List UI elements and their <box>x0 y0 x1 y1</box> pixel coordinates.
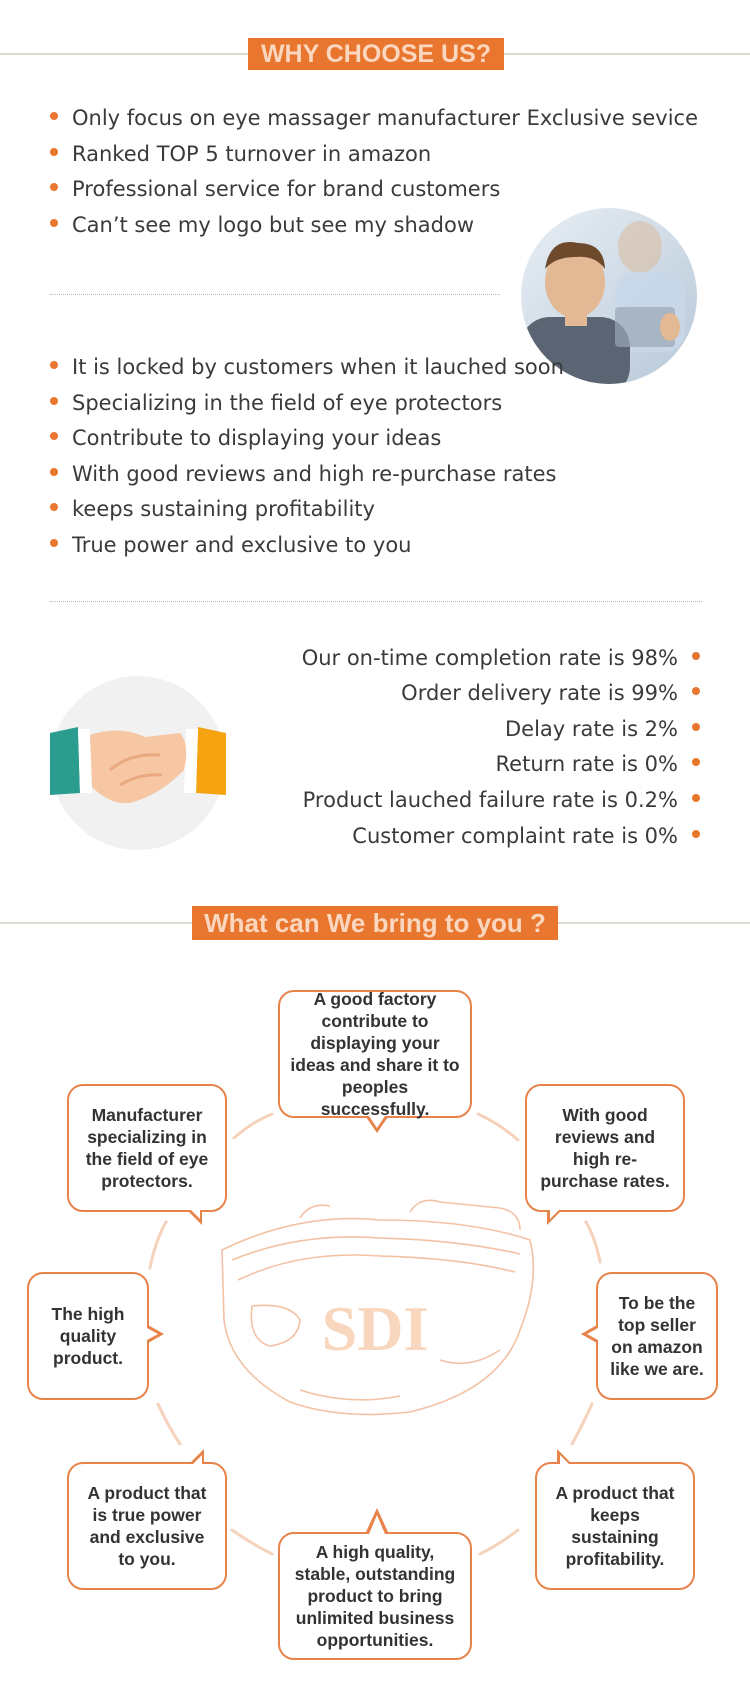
benefit-bubble-bottom: A high quality, stable, outstanding prod… <box>278 1532 472 1660</box>
benefit-bubble-bottom-left: A product that is true power and exclusi… <box>67 1462 227 1590</box>
bubble-tail <box>147 1328 158 1340</box>
bullet-dot <box>50 112 58 120</box>
list-item: Specializing in the field of eye protect… <box>50 390 502 416</box>
bubble-tail <box>550 1210 559 1219</box>
bullet-dot <box>692 723 700 731</box>
bullet-dot <box>692 794 700 802</box>
bullet-dot <box>50 219 58 227</box>
bubble-tail <box>587 1328 598 1340</box>
list-item: Return rate is 0% <box>496 751 700 777</box>
list-item: Delay rate is 2% <box>505 716 700 742</box>
bullet-dot <box>50 503 58 511</box>
section1-title: WHY CHOOSE US? <box>248 38 504 70</box>
list-item: True power and exclusive to you <box>50 532 412 558</box>
section-divider <box>50 601 702 602</box>
bullet-dot <box>50 397 58 405</box>
bullet-dot <box>50 539 58 547</box>
bubble-tail <box>191 1210 200 1219</box>
list-item: Contribute to displaying your ideas <box>50 425 441 451</box>
list-item: With good reviews and high re-purchase r… <box>50 461 556 487</box>
list-item: Ranked TOP 5 turnover in amazon <box>50 141 431 167</box>
bullet-dot <box>50 148 58 156</box>
list-item: Our on-time completion rate is 98% <box>302 645 700 671</box>
list-item: Product lauched failure rate is 0.2% <box>303 787 700 813</box>
list-item: Only focus on eye massager manufacturer … <box>50 105 698 131</box>
bullet-dot <box>50 468 58 476</box>
benefit-bubble-left: The high quality product. <box>27 1272 149 1400</box>
list-item: Can’t see my logo but see my shadow <box>50 212 474 238</box>
bubble-tail <box>369 1515 385 1534</box>
bullet-dot <box>692 830 700 838</box>
benefit-bubble-bottom-right: A product that keeps sustaining profitab… <box>535 1462 695 1590</box>
bullet-dot <box>692 758 700 766</box>
list-item: Customer complaint rate is 0% <box>352 823 700 849</box>
list-item: Order delivery rate is 99% <box>401 680 700 706</box>
handshake-image <box>50 675 226 851</box>
benefit-bubble-right: To be the top seller on amazon like we a… <box>596 1272 718 1400</box>
section-divider <box>50 294 500 295</box>
bullet-dot <box>50 361 58 369</box>
bullet-dot <box>50 183 58 191</box>
bubble-tail <box>560 1455 569 1464</box>
bullet-dot <box>692 652 700 660</box>
list-item: Professional service for brand customers <box>50 176 500 202</box>
bubble-tail <box>193 1455 202 1464</box>
bubble-tail <box>369 1116 385 1128</box>
list-item: keeps sustaining profitability <box>50 496 375 522</box>
sdi-logo-text: SDI <box>322 1293 429 1364</box>
benefit-bubble-top-left: Manufacturer specializing in the field o… <box>67 1084 227 1212</box>
bullet-dot <box>692 687 700 695</box>
eye-massager-illustration: SDI <box>0 950 750 1670</box>
benefit-bubble-top-right: With good reviews and high re-purchase r… <box>525 1084 685 1212</box>
businessman-photo <box>520 207 698 385</box>
section2-title: What can We bring to you ? <box>192 906 558 940</box>
bullet-dot <box>50 432 58 440</box>
list-item: It is locked by customers when it lauche… <box>50 354 564 380</box>
benefit-bubble-top: A good factory contribute to displaying … <box>278 989 472 1119</box>
